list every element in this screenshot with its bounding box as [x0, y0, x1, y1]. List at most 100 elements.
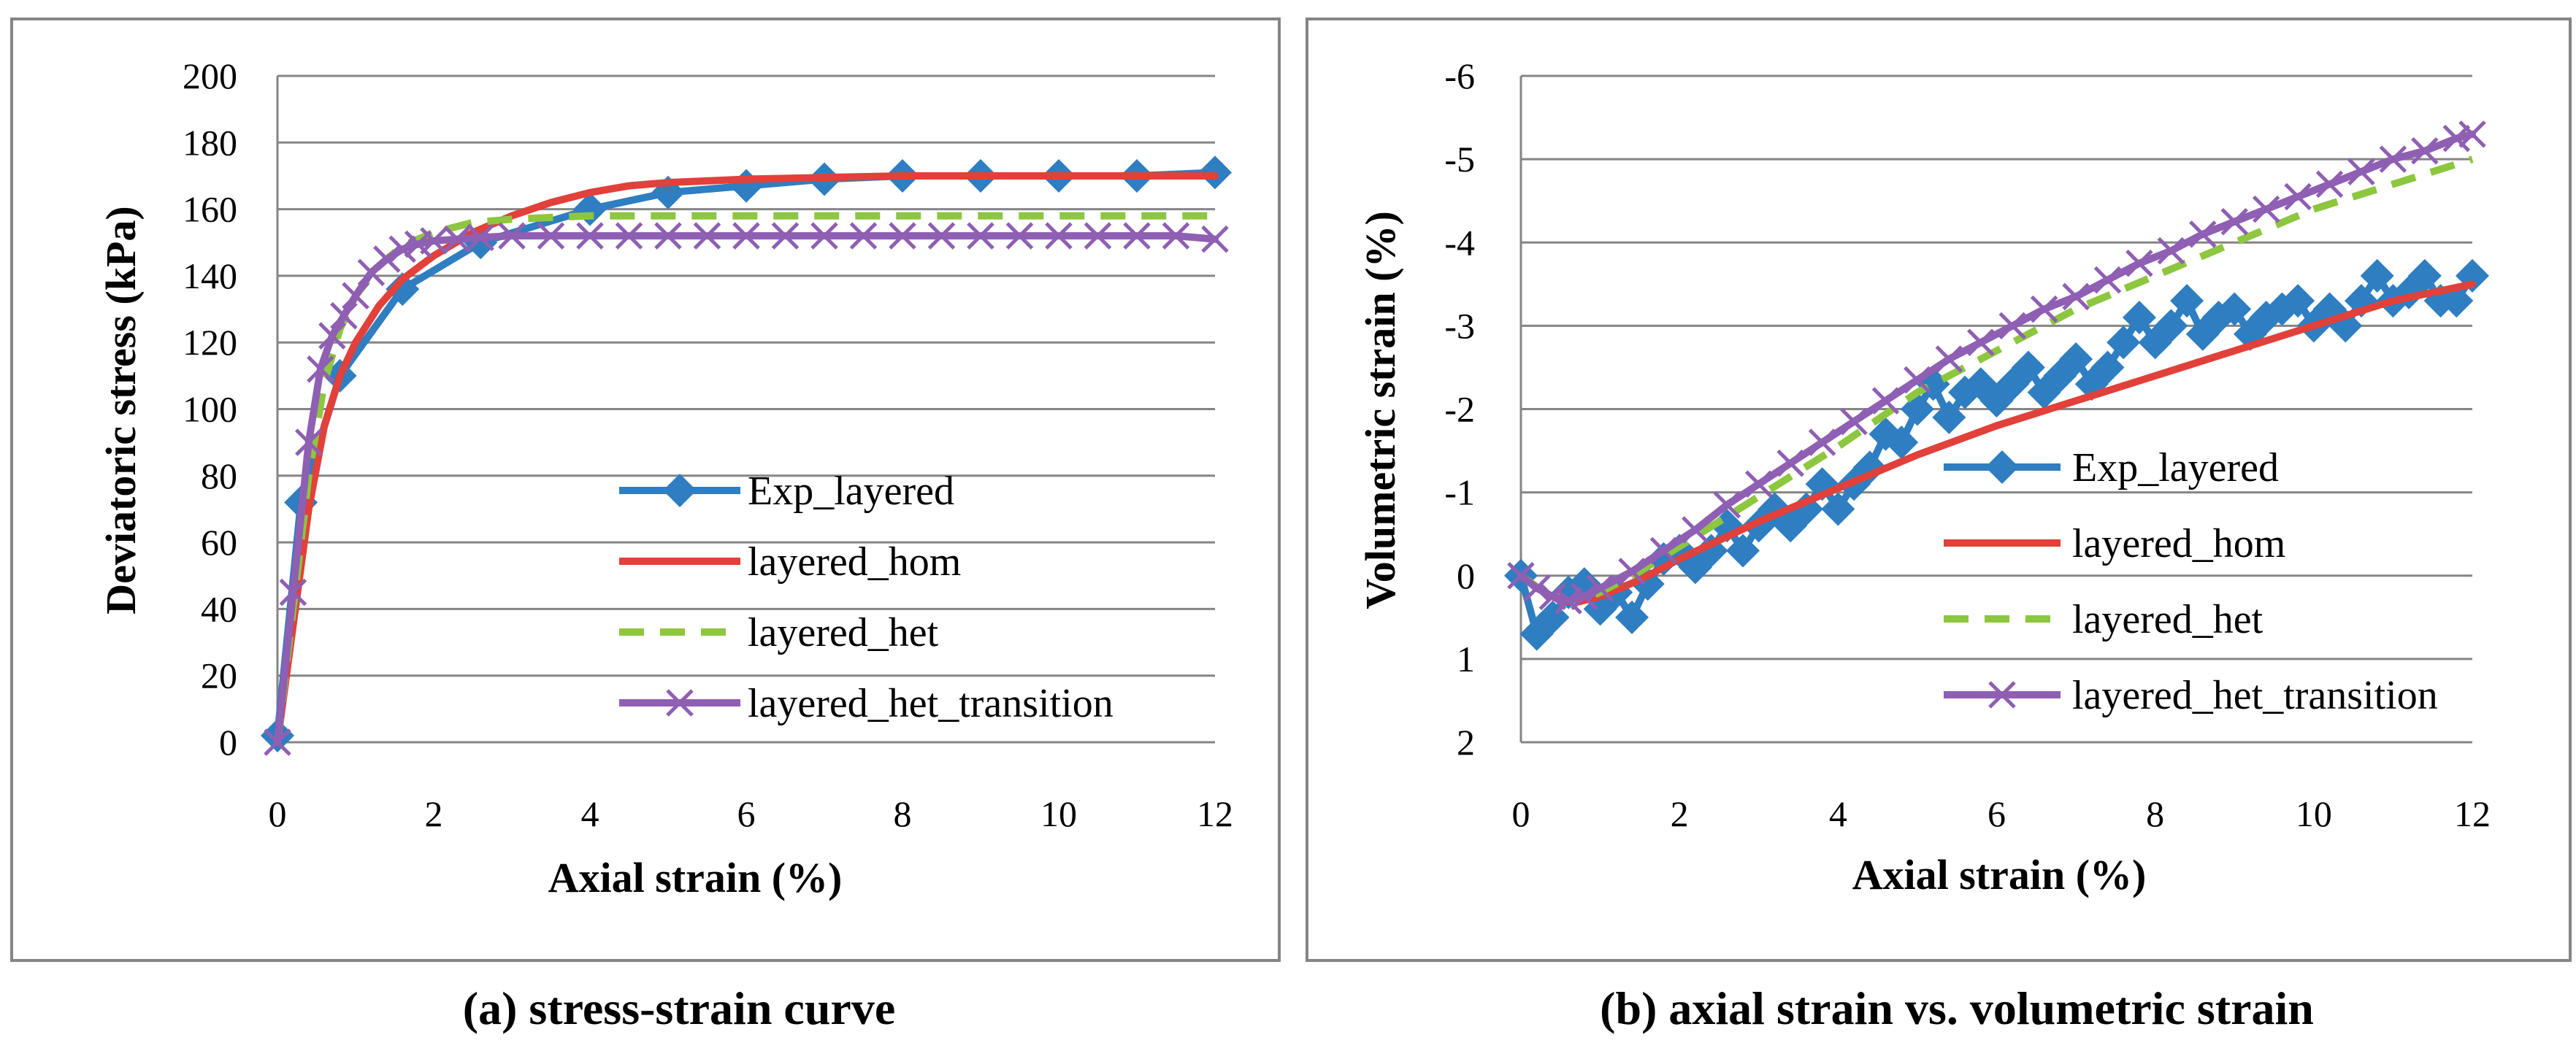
data-point-exp-layered	[1615, 600, 1649, 634]
data-point-layered-het-transition	[1123, 222, 1151, 250]
legend-label-layered-het: layered_het	[748, 610, 939, 655]
data-point-layered-het-transition	[279, 578, 307, 606]
x-tick-label: 6	[737, 793, 756, 834]
data-point-layered-het-transition	[498, 222, 526, 250]
data-point-layered-het-transition	[2062, 282, 2090, 311]
data-point-layered-het-transition	[1507, 561, 1535, 590]
x-tick-label: 4	[1829, 793, 1847, 834]
chart-b-legend: Exp_layered layered_hom layered_hetlayered…	[1944, 445, 2438, 718]
chart-b-x-axis-title: Axial strain (%)	[1852, 851, 2147, 898]
x-tick-label: 0	[1512, 793, 1530, 834]
data-point-layered-het-transition	[2458, 120, 2486, 148]
data-point-layered-het-transition	[1522, 574, 1551, 602]
y-tick-label: -3	[1444, 305, 1475, 346]
data-point-layered-het-transition	[732, 222, 760, 250]
data-point-layered-het-transition	[295, 428, 323, 456]
data-point-exp-layered	[2107, 326, 2141, 360]
data-point-layered-het-transition	[771, 222, 800, 250]
data-point-layered-het-transition	[1162, 222, 1190, 250]
data-point-layered-het-transition	[1538, 582, 1567, 611]
x-tick-label: 12	[2454, 793, 2491, 834]
data-point-layered-het-transition	[1618, 558, 1646, 585]
data-point-layered-het-transition	[388, 235, 416, 263]
data-point-exp-layered	[2170, 284, 2204, 318]
data-point-layered-het-transition	[576, 222, 604, 250]
data-point-layered-het-transition	[810, 222, 838, 250]
data-point-exp-layered	[2090, 350, 2125, 385]
data-point-exp-layered	[2360, 258, 2394, 293]
data-point-layered-het-transition	[2125, 250, 2153, 277]
data-point-layered-het-transition	[2157, 236, 2185, 265]
data-point-layered-het-transition	[1998, 312, 2026, 340]
legend-marker-layered-het-transition	[1988, 681, 2016, 709]
chart-a-caption: (a) stress-strain curve	[463, 982, 895, 1034]
legend-marker-exp-layered	[1985, 450, 2019, 484]
data-point-exp-layered	[1885, 425, 1919, 460]
data-point-layered-het-transition	[1744, 470, 1773, 498]
x-tick-label: 4	[581, 793, 599, 834]
data-point-layered-het-transition	[443, 225, 471, 253]
legend-marker-exp-layered	[663, 474, 697, 507]
data-point-exp-layered	[2407, 258, 2442, 293]
data-point-layered-het-transition	[2347, 158, 2375, 186]
data-point-layered-het-transition	[373, 245, 401, 273]
y-tick-label: 180	[183, 122, 237, 163]
x-tick-label: 12	[1197, 793, 1233, 834]
data-point-layered-het-transition	[1201, 225, 1229, 253]
x-tick-label: 2	[425, 793, 443, 834]
data-point-layered-het-transition	[2030, 295, 2058, 323]
data-point-layered-het-transition	[318, 322, 346, 350]
series-line-layered-het	[274, 212, 1215, 743]
y-tick-label: 40	[201, 588, 237, 629]
chart-a-y-axis-title: Deviatoric stress (kPa)	[97, 206, 145, 614]
data-point-layered-het-transition	[1555, 587, 1582, 615]
data-point-layered-het-transition	[2284, 182, 2312, 211]
data-point-layered-het-transition	[2411, 136, 2439, 165]
data-point-layered-het-transition	[330, 301, 358, 330]
y-tick-label: 0	[219, 722, 237, 763]
data-point-layered-het-transition	[2093, 266, 2122, 294]
y-tick-label: 100	[183, 389, 237, 430]
data-point-layered-het-transition	[342, 282, 369, 310]
chart-b-y-axis-title: Volumetric strain (%)	[1357, 211, 1404, 609]
y-tick-label: 1	[1457, 639, 1475, 679]
data-point-layered-het-transition	[1571, 582, 1598, 611]
chart-a-gridlines	[276, 74, 1215, 744]
y-tick-label: 140	[183, 255, 237, 296]
x-tick-label: 10	[2296, 793, 2332, 834]
data-point-layered-het-transition	[967, 222, 994, 250]
data-point-exp-layered	[2281, 284, 2315, 318]
chart-b-series	[1504, 120, 2489, 651]
y-tick-label: 120	[183, 322, 237, 363]
y-tick-label: -5	[1444, 139, 1475, 180]
chart-a-x-axis-title: Axial strain (%)	[548, 854, 843, 901]
y-tick-label: 20	[201, 655, 237, 696]
data-point-layered-het-transition	[1808, 428, 1836, 456]
chart-b-y-ticks: -6 -5 -4 -3 -2 -1 0 1 2	[1444, 55, 1475, 763]
chart-b-x-ticks: 0 2 4 6 8 10 12	[1512, 793, 2491, 834]
legend-label-layered-het-transition: layered_het_transition	[748, 681, 1113, 726]
data-point-layered-het-transition	[307, 355, 334, 383]
series-line-layered-het-transition	[1517, 130, 2476, 604]
data-point-layered-het-transition	[2315, 170, 2344, 199]
data-point-layered-het-transition	[2379, 145, 2407, 173]
data-point-layered-het-transition	[654, 222, 682, 250]
data-point-layered-het-transition	[420, 227, 448, 255]
legend-label-exp-layered: Exp_layered	[748, 469, 954, 514]
data-point-exp-layered	[2011, 350, 2045, 385]
data-point-layered-het-transition	[1840, 407, 1868, 436]
data-point-layered-het-transition	[467, 223, 494, 252]
data-point-layered-het-transition	[1871, 387, 1900, 415]
x-tick-label: 8	[2146, 793, 2164, 834]
data-point-layered-het-transition	[1682, 516, 1709, 544]
data-point-exp-layered	[2217, 292, 2252, 326]
data-point-layered-het-transition	[889, 222, 916, 250]
legend-label-layered-het: layered_het	[2072, 597, 2263, 642]
chart-a-x-ticks: 0 2 4 6 8 10 12	[269, 793, 1234, 834]
y-tick-label: -1	[1444, 472, 1475, 513]
x-tick-label: 10	[1040, 793, 1077, 834]
chart-a-y-ticks: 0 20 40 60 80 100 120 140 160 180 200	[183, 55, 237, 763]
legend-label-exp-layered: Exp_layered	[2072, 445, 2279, 490]
data-point-layered-het-transition	[1005, 222, 1034, 250]
